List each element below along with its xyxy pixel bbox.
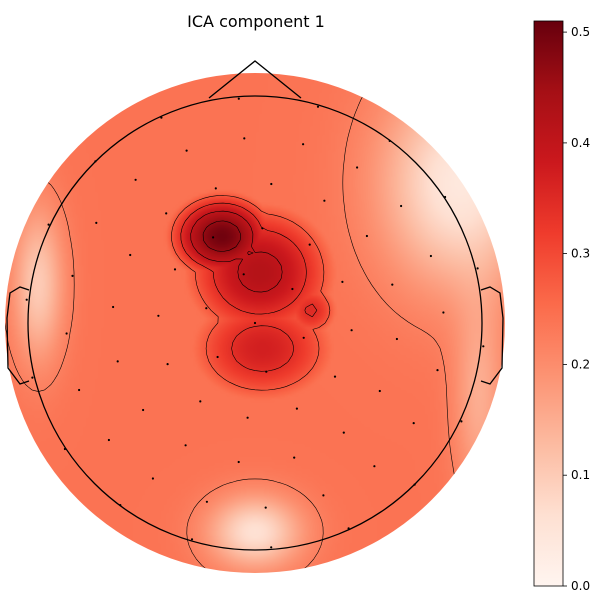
colorbar: 0.0 0.1 0.2 0.3 0.4 0.5 (533, 20, 590, 593)
sensor-marker (341, 280, 344, 283)
sensor-marker (184, 444, 187, 447)
sensor-marker (476, 267, 479, 270)
sensor-marker (356, 166, 359, 169)
sensor-marker (142, 408, 145, 412)
sensor-marker (212, 236, 215, 239)
sensor-marker (78, 388, 81, 392)
left-ear-outline (6, 286, 30, 385)
colorbar-tick-label: 0.4 (571, 136, 590, 150)
sensor-marker (116, 360, 119, 363)
sensor-marker (391, 283, 394, 286)
sensor-marker (270, 546, 273, 549)
sensor-marker (378, 389, 381, 393)
sensor-marker (243, 137, 246, 140)
sensor-marker (242, 273, 245, 276)
sensor-marker (95, 221, 98, 224)
contour-line (171, 195, 331, 391)
sensor-marker (165, 212, 168, 215)
sensor-marker (442, 311, 445, 314)
colorbar-tick-label: 0.3 (571, 247, 590, 261)
sensor-marker (112, 305, 115, 309)
sensor-marker (151, 477, 154, 480)
contour-line (190, 210, 283, 293)
right-ear-outline (480, 286, 504, 385)
sensor-marker (436, 369, 439, 372)
sensor-marker (333, 375, 337, 378)
sensor-marker (25, 298, 28, 301)
sensor-marker (261, 227, 264, 230)
sensor-marker (205, 307, 208, 310)
sensor-marker (270, 182, 273, 186)
sensor-marker (237, 460, 240, 464)
sensor-marker (350, 329, 353, 332)
sensor-marker (316, 105, 320, 108)
contour-line (180, 202, 318, 372)
sensor-marker (199, 400, 202, 403)
sensor-marker (216, 355, 219, 359)
sensor-marker (214, 187, 217, 190)
sensor-marker (323, 199, 326, 202)
sensor-marker (291, 287, 294, 291)
sensor-marker (134, 178, 137, 181)
sensor-marker (237, 97, 240, 100)
sensor-marker (295, 407, 298, 410)
colorbar-tick-label: 0.5 (571, 25, 590, 39)
nose-outline (208, 60, 302, 99)
sensor-marker (400, 204, 403, 208)
sensor-marker (302, 336, 305, 339)
sensor-marker (265, 370, 268, 373)
colorbar-gradient (533, 20, 564, 587)
sensor-marker (429, 254, 432, 258)
sensor-marker (190, 538, 194, 541)
head-circle (27, 95, 483, 551)
sensor-marker (107, 438, 110, 442)
sensor-marker (129, 253, 132, 257)
sensor-marker (412, 422, 415, 425)
sensor-marker (293, 456, 296, 459)
sensor-marker (342, 431, 345, 434)
colorbar-ticks: 0.0 0.1 0.2 0.3 0.4 0.5 (563, 25, 590, 593)
topomap (5, 60, 505, 573)
sensor-marker (253, 321, 257, 325)
sensor-marker (302, 143, 305, 146)
sensor-marker (65, 332, 68, 335)
sensor-marker (365, 234, 368, 238)
sensor-marker (322, 494, 325, 497)
sensor-marker (31, 376, 34, 379)
colorbar-tick-label: 0.0 (571, 579, 590, 593)
sensor-marker (264, 506, 267, 509)
sensor-marker (185, 149, 188, 152)
sensor-marker (246, 416, 249, 419)
colorbar-tick-label: 0.1 (571, 468, 590, 482)
sensor-marker (173, 268, 177, 271)
sensor-marker (482, 345, 485, 348)
sensor-marker (157, 314, 160, 317)
contour-line (202, 220, 241, 252)
sensor-marker (47, 223, 50, 226)
colorbar-tick-label: 0.2 (571, 357, 590, 371)
sensor-marker (460, 420, 463, 423)
sensor-marker (205, 500, 208, 503)
sensor-marker (373, 465, 376, 468)
chart-title: ICA component 1 (187, 12, 325, 31)
head-outline (6, 60, 504, 551)
sensor-marker (308, 243, 311, 246)
sensor-marker (166, 363, 169, 366)
sensor-marker (395, 337, 398, 341)
sensor-marker (71, 274, 74, 277)
